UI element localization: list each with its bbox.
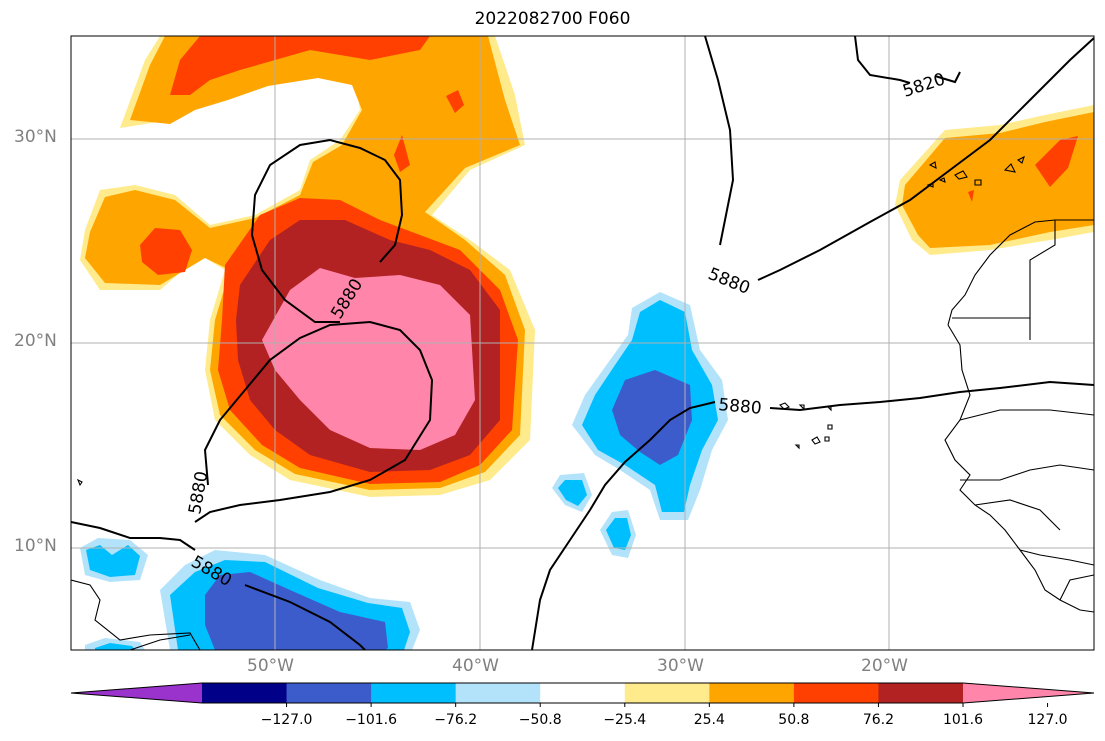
positive-anomaly-northeast [895,105,1094,255]
colorbar-tick-label: 25.4 [693,712,725,728]
gridlines [71,36,1094,650]
colorbar-segment [963,683,1094,703]
colorbar-tick-label: 127.0 [1027,712,1068,728]
colorbar-segment [455,683,541,703]
colorbar-tick-label: 76.2 [862,712,895,728]
colorbar-segment [540,683,626,703]
lat-label: 10°N [14,536,57,556]
colorbar-tick-label: −101.6 [345,712,398,728]
positive-anomaly-northwest [80,36,535,497]
colorbar-segment [286,683,372,703]
colorbar-segment [709,683,795,703]
colorbar-segment [878,683,964,703]
lat-label: 30°N [14,127,57,147]
colorbar-tick-label: 50.8 [778,712,810,728]
colorbar-segment [71,683,202,703]
colorbar-tick-label: 101.6 [942,712,984,728]
contour-label: 5880 [718,395,763,419]
colorbar-tick-label: −25.4 [603,712,647,728]
lon-label: 30°W [657,656,704,676]
height-contours [71,36,1094,650]
colorbar-tick-label: −50.8 [518,712,562,728]
colorbar-segment [371,683,457,703]
map-frame [70,35,1095,651]
lat-label: 20°N [14,331,57,351]
coastlines [71,155,1094,650]
lon-label: 50°W [247,656,294,676]
colorbar-segment [202,683,288,703]
map-area: 5820 5880 5880 5880 5880 5880 [71,36,1094,650]
colorbar-outline [70,682,1095,704]
lon-label: 40°W [452,656,499,676]
lon-label: 20°W [861,656,908,676]
colorbar-segment [793,683,879,703]
colorbar-tick-label: −76.2 [434,712,478,728]
colorbar-segment [624,683,710,703]
negative-anomaly-central [552,292,728,558]
map-title: 2022082700 F060 [474,9,631,29]
colorbar-tick-label: −127.0 [260,712,313,728]
